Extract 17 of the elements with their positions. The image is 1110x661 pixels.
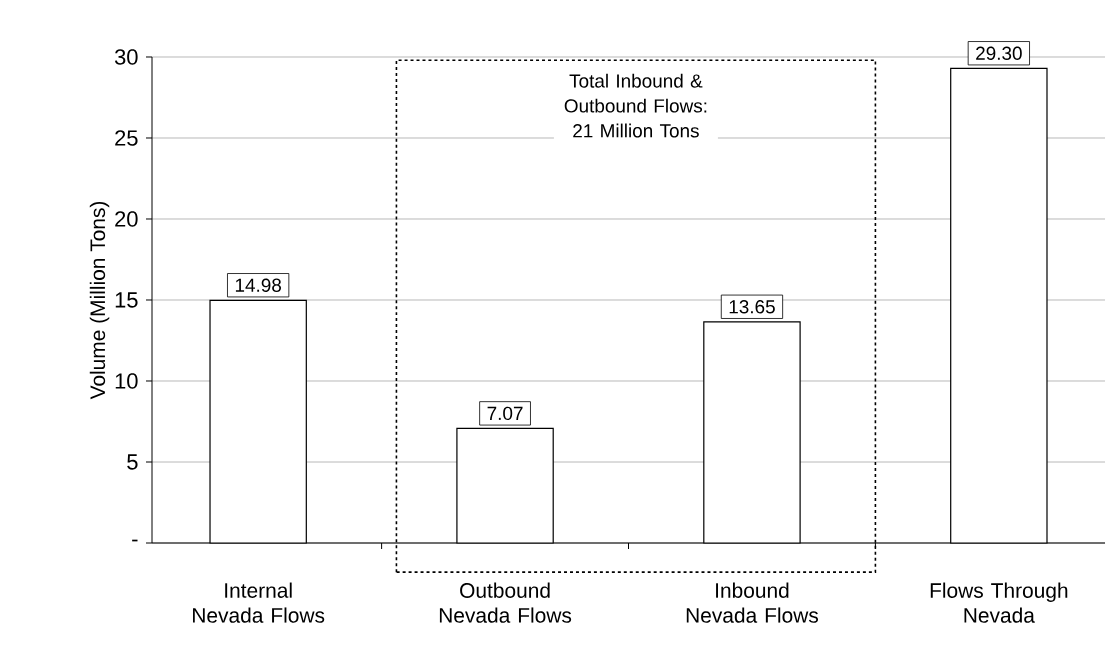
x-tick-label: Internal Nevada Flows — [193, 582, 325, 623]
y-tick-label: 5 — [127, 454, 138, 470]
y-tick-label: 30 — [114, 49, 138, 65]
y-tick-label: 25 — [115, 130, 138, 146]
y-tick-label: 20 — [115, 211, 138, 227]
x-tick-label: Outbound Nevada Flows — [439, 582, 572, 623]
data-label: 7.07 — [487, 406, 523, 421]
y-tick-label: 10 — [115, 373, 138, 389]
data-label: 14.98 — [235, 278, 282, 292]
y-tick-label: 15 — [115, 292, 138, 308]
y-tick-label: - — [132, 539, 138, 542]
annotation: Total Inbound & Outbound Flows: 21 Million Tons — [564, 73, 707, 138]
y-axis-title: Volume (Million Tons) — [89, 201, 110, 400]
x-tick-label: Flows Through Nevada — [930, 582, 1068, 623]
x-tick-label: Inbound Nevada Flows — [686, 582, 819, 623]
data-label: 29.30 — [976, 46, 1022, 60]
data-label: 13.65 — [729, 300, 775, 314]
